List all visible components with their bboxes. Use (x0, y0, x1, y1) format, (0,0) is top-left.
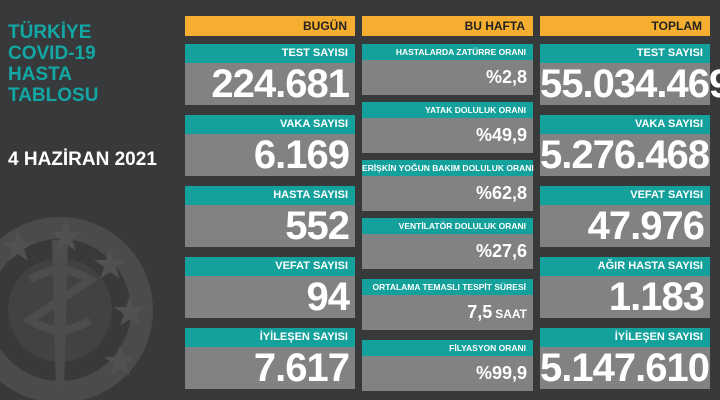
week-contact-card: ORTALAMA TEMASLI TESPİT SÜRESİ 7,5 SAAT (362, 279, 533, 330)
week-ventilator-card: VENTİLATÖR DOLULUK ORANI %27,6 (362, 218, 533, 269)
total-recovered-card: İYİLEŞEN SAYISI 5.147.610 (540, 328, 710, 389)
stat-label: ORTALAMA TEMASLI TESPİT SÜRESİ (362, 279, 533, 295)
column-header-today: BUGÜN (185, 16, 355, 36)
stat-label: FİLYASYON ORANI (362, 340, 533, 356)
stat-label: HASTA SAYISI (185, 186, 355, 205)
title-line: TABLOSU (8, 85, 99, 106)
page-title: TÜRKİYE COVID-19 HASTA TABLOSU (8, 22, 98, 106)
stat-label: VEFAT SAYISI (540, 186, 710, 205)
stat-value: 552 (185, 205, 355, 247)
week-column: BU HAFTA HASTALARDA ZATÜRRE ORANI %2,8 Y… (362, 16, 534, 391)
today-death-card: VEFAT SAYISI 94 (185, 257, 355, 318)
stat-value: 7.617 (185, 347, 355, 389)
stat-label: HASTALARDA ZATÜRRE ORANI (362, 44, 533, 60)
total-case-card: VAKA SAYISI 5.276.468 (540, 115, 710, 176)
column-header-week: BU HAFTA (362, 16, 533, 36)
total-critical-card: AĞIR HASTA SAYISI 1.183 (540, 257, 710, 318)
stat-label: VEFAT SAYISI (185, 257, 355, 276)
stat-label: VAKA SAYISI (185, 115, 355, 134)
sidebar: TÜRKİYE COVID-19 HASTA TABLOSU 4 HAZİRAN… (0, 0, 180, 400)
stat-number: 7,5 (467, 302, 493, 322)
total-death-card: VEFAT SAYISI 47.976 (540, 186, 710, 247)
today-case-card: VAKA SAYISI 6.169 (185, 115, 355, 176)
week-filiation-card: FİLYASYON ORANI %99,9 (362, 340, 533, 391)
week-icu-card: ERİŞKİN YOĞUN BAKIM DOLULUK ORANI %62,8 (362, 160, 534, 211)
stat-value: %27,6 (362, 234, 533, 269)
today-recovered-card: İYİLEŞEN SAYISI 7.617 (185, 328, 355, 389)
stat-value: 55.034.469 (540, 62, 720, 106)
column-header-total: TOPLAM (540, 16, 710, 36)
stat-label: YATAK DOLULUK ORANI (362, 102, 533, 118)
today-test-card: TEST SAYISI 224.681 (185, 44, 355, 105)
stat-label: İYİLEŞEN SAYISI (185, 328, 355, 347)
health-ministry-emblem-icon (0, 217, 153, 400)
stat-value: 1.183 (540, 276, 710, 318)
stat-value: 6.169 (185, 134, 355, 176)
title-line: HASTA (8, 64, 73, 85)
today-patient-card: HASTA SAYISI 552 (185, 186, 355, 247)
stat-value: 5.276.468 (540, 133, 710, 177)
stat-label: TEST SAYISI (185, 44, 355, 63)
today-column: BUGÜN TEST SAYISI 224.681 VAKA SAYISI 6.… (185, 16, 355, 389)
stat-value: 5.147.610 (540, 346, 710, 390)
stat-label: ERİŞKİN YOĞUN BAKIM DOLULUK ORANI (362, 160, 534, 176)
report-date: 4 HAZİRAN 2021 (8, 149, 157, 170)
stat-value: %99,9 (362, 356, 533, 391)
total-column: TOPLAM TEST SAYISI 55.034.469 VAKA SAYIS… (540, 16, 720, 389)
stat-value: %62,8 (362, 176, 533, 211)
stat-label: VAKA SAYISI (540, 115, 710, 134)
title-line: TÜRKİYE (8, 22, 92, 43)
stat-value: 224.681 (185, 63, 355, 105)
stat-value: 47.976 (540, 205, 710, 247)
stat-label: AĞIR HASTA SAYISI (540, 257, 710, 276)
stat-label: TEST SAYISI (540, 44, 710, 63)
week-bed-card: YATAK DOLULUK ORANI %49,9 (362, 102, 533, 153)
title-line: COVID-19 (8, 43, 96, 64)
stat-value: %2,8 (362, 60, 533, 95)
stat-value: 94 (185, 276, 355, 318)
stat-unit: SAAT (495, 307, 527, 321)
stat-label: VENTİLATÖR DOLULUK ORANI (362, 218, 533, 234)
week-pneumonia-card: HASTALARDA ZATÜRRE ORANI %2,8 (362, 44, 533, 95)
stat-label: İYİLEŞEN SAYISI (540, 328, 710, 347)
total-test-card: TEST SAYISI 55.034.469 (540, 44, 720, 106)
stat-value: %49,9 (362, 118, 533, 153)
stat-value: 7,5 SAAT (362, 295, 533, 330)
